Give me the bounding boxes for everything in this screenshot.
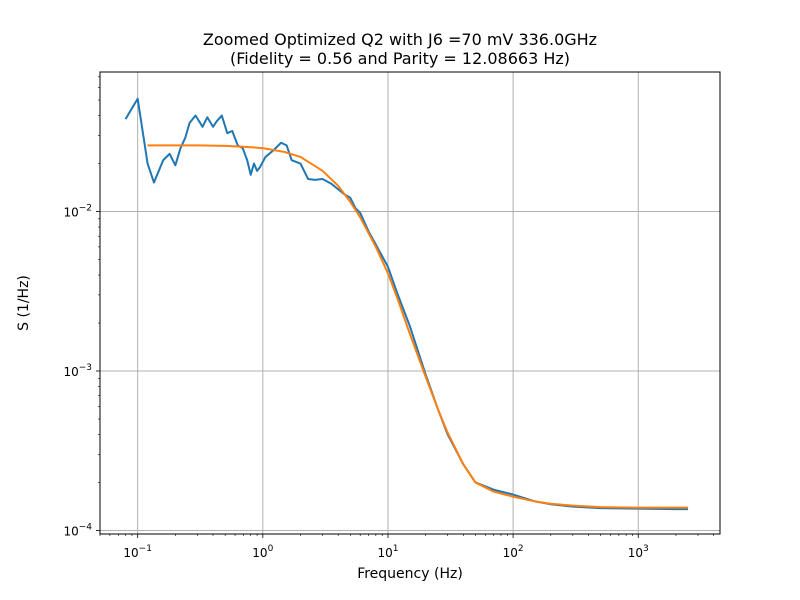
chart-title: Zoomed Optimized Q2 with J6 =70 mV 336.0… [202, 30, 598, 49]
y-tick-label: 10−4 [63, 522, 92, 538]
series-line-2 [147, 144, 689, 509]
x-tick-label: 103 [628, 544, 649, 560]
grid [100, 72, 720, 534]
x-tick-label: 100 [252, 544, 273, 560]
y-axis-label: S (1/Hz) [16, 275, 32, 331]
series-line-1 [124, 97, 689, 511]
x-axis-label: Frequency (Hz) [357, 566, 463, 582]
x-tick-label: 102 [503, 544, 524, 560]
ticks: 10−1 100 101 102 103 10−4 10−3 10−2 [63, 76, 714, 560]
x-tick-label: 10−1 [123, 544, 152, 560]
x-tick-label: 101 [377, 544, 398, 560]
chart-subtitle: (Fidelity = 0.56 and Parity = 12.08663 H… [229, 49, 570, 68]
plot-frame [99, 71, 721, 535]
y-tick-label: 10−2 [63, 204, 92, 220]
y-tick-label: 10−3 [63, 363, 92, 379]
series-group [124, 97, 689, 511]
